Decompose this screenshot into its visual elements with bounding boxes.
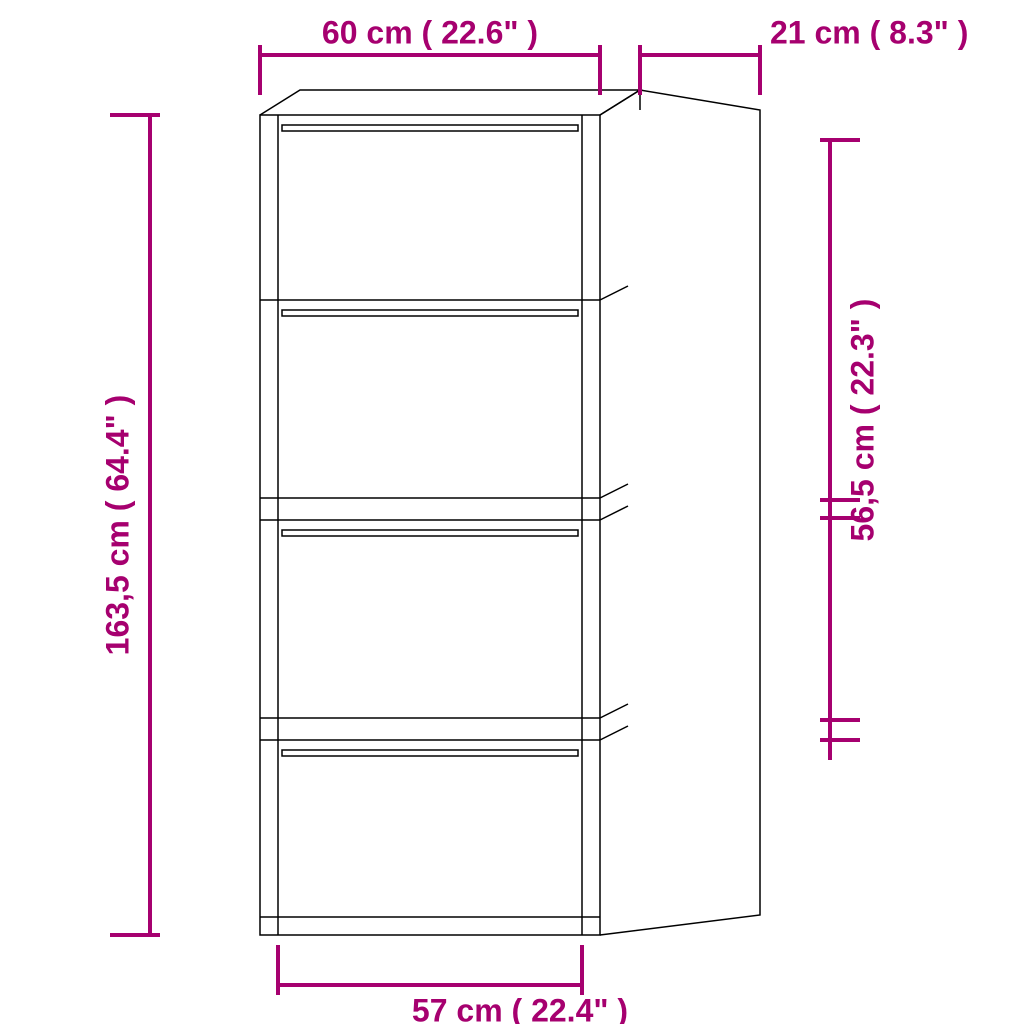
drawer-handle: [282, 530, 578, 536]
dim-section-label: 56,5 cm ( 22.3" ): [844, 299, 880, 542]
drawer-handle: [282, 125, 578, 131]
drawer-handle: [282, 750, 578, 756]
drawer-handle: [282, 310, 578, 316]
dim-height-label: 163,5 cm ( 64.4" ): [99, 395, 135, 656]
dim-inner-width-label: 57 cm ( 22.4" ): [412, 992, 628, 1024]
dim-width-label: 60 cm ( 22.6" ): [322, 14, 538, 50]
dim-depth-label: 21 cm ( 8.3" ): [770, 14, 968, 50]
cabinet-drawing: [260, 115, 600, 935]
